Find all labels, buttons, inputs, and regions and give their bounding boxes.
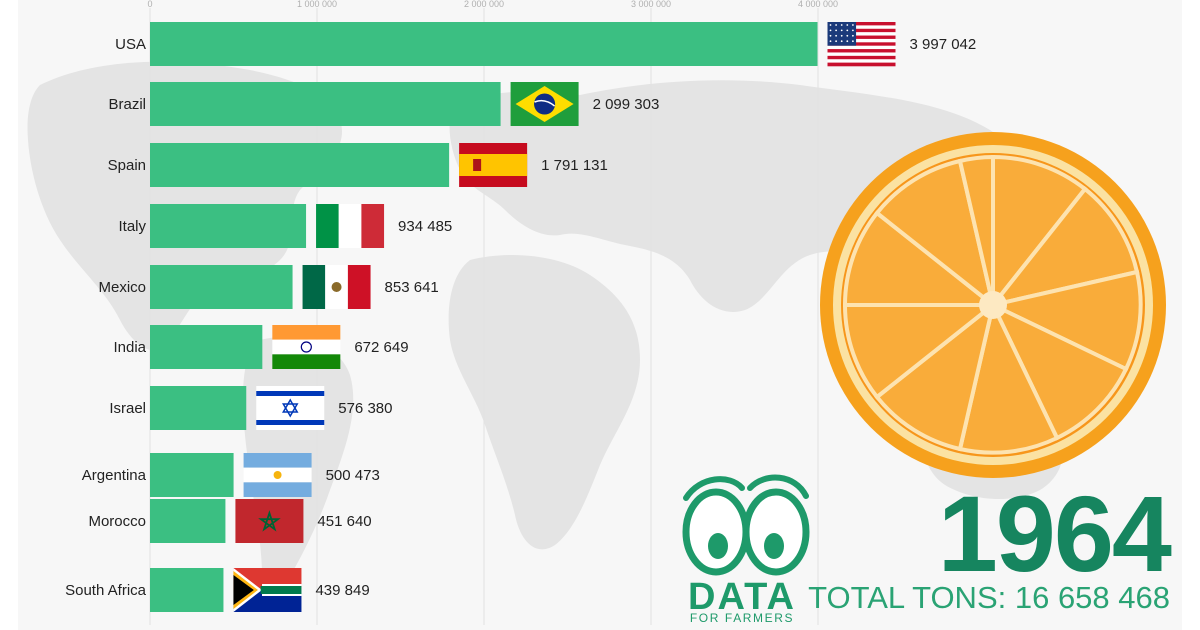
category-label: India [113,339,146,356]
tick-label: 4 000 000 [798,0,838,9]
value-label: 853 641 [385,279,439,296]
x-axis-ticks: 0 1 000 000 2 000 000 3 000 000 4 000 000 [147,0,838,9]
year-label: 1964 [937,473,1172,594]
bar [150,453,234,497]
value-label: 439 849 [315,582,369,599]
tick-label: 2 000 000 [464,0,504,9]
bar [150,265,293,309]
value-label: 3 997 042 [910,36,977,53]
value-label: 2 099 303 [593,96,660,113]
bar [150,204,307,248]
bar [150,386,247,430]
bar [150,143,450,187]
category-label: USA [115,36,146,53]
value-label: 1 791 131 [541,157,608,174]
value-label: 451 640 [317,513,371,530]
mexico-flag-icon [302,265,371,309]
category-label: Morocco [88,513,146,530]
category-label: Mexico [98,279,146,296]
usa-flag-icon [827,22,896,67]
bar [150,325,263,369]
italy-flag-icon [316,204,385,248]
category-label: Israel [109,400,146,417]
category-label: Spain [108,157,146,174]
spain-flag-icon [459,143,528,187]
tick-label: 3 000 000 [631,0,671,9]
bar [150,568,224,612]
logo-wordmark: DATA [688,576,796,618]
category-label: Argentina [82,467,147,484]
logo-subtitle: FOR FARMERS [689,611,795,625]
argentina-flag-icon [243,453,312,497]
value-label: 934 485 [398,218,452,235]
israel-flag-icon [256,386,325,430]
bar [150,22,818,66]
value-label: 672 649 [354,339,408,356]
value-label: 500 473 [326,467,380,484]
category-label: Italy [118,218,146,235]
bars-group: USA 3 997 042 Brazil 2 099 303 Spain 1 791 13… [65,22,976,612]
brazil-flag-icon [510,82,579,126]
india-flag-icon [272,325,341,369]
total-tons-label: TOTAL TONS: 16 658 468 [808,580,1170,615]
eyes-logo-icon [682,474,810,576]
bar [150,82,501,126]
orange-slice-icon [820,132,1166,478]
category-label: South Africa [65,582,147,599]
morocco-flag-icon [235,499,304,543]
tick-label: 0 [147,0,152,9]
value-label: 576 380 [338,400,392,417]
south-africa-flag-icon [233,568,302,612]
bar [150,499,226,543]
category-label: Brazil [108,96,146,113]
tick-label: 1 000 000 [297,0,337,9]
